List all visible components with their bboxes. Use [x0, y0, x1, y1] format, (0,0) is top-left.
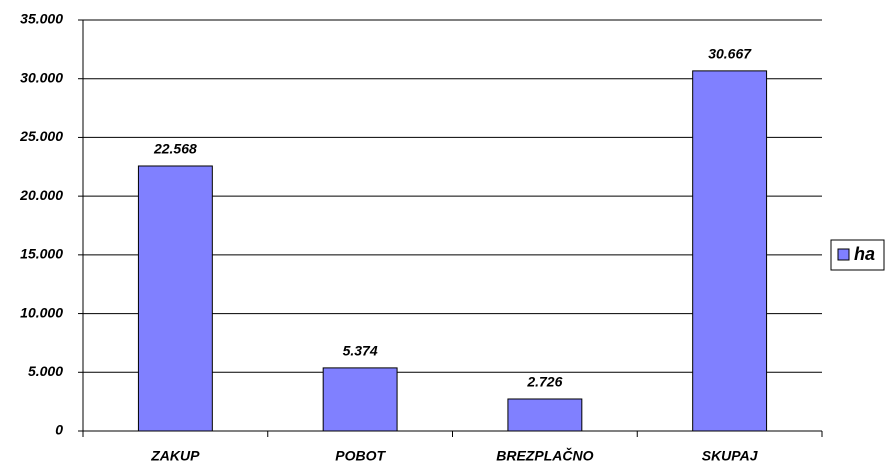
y-tick-label: 20.000: [19, 187, 63, 203]
y-tick-label: 5.000: [28, 363, 63, 379]
y-tick-label: 0: [55, 422, 63, 438]
y-tick-label: 15.000: [20, 246, 63, 262]
x-tick-label: POBOT: [335, 448, 386, 464]
y-tick-label: 35.000: [20, 11, 63, 27]
value-label: 30.667: [708, 46, 752, 62]
x-tick-label: ZAKUP: [150, 448, 200, 464]
bar: [137, 165, 213, 432]
bar: [507, 398, 583, 432]
x-tick-label: SKUPAJ: [702, 448, 759, 464]
legend-swatch: [837, 248, 850, 261]
x-tick-label: BREZPLAČNO: [496, 447, 593, 464]
bar: [322, 367, 398, 432]
y-tick-label: 10.000: [20, 304, 63, 320]
bar: [692, 70, 768, 432]
y-tick-label: 30.000: [20, 69, 63, 85]
value-label: 22.568: [153, 141, 197, 157]
value-label: 5.374: [343, 343, 378, 359]
y-tick-label: 25.000: [19, 128, 63, 144]
legend-label: ha: [854, 244, 875, 264]
value-label: 2.726: [526, 374, 562, 390]
